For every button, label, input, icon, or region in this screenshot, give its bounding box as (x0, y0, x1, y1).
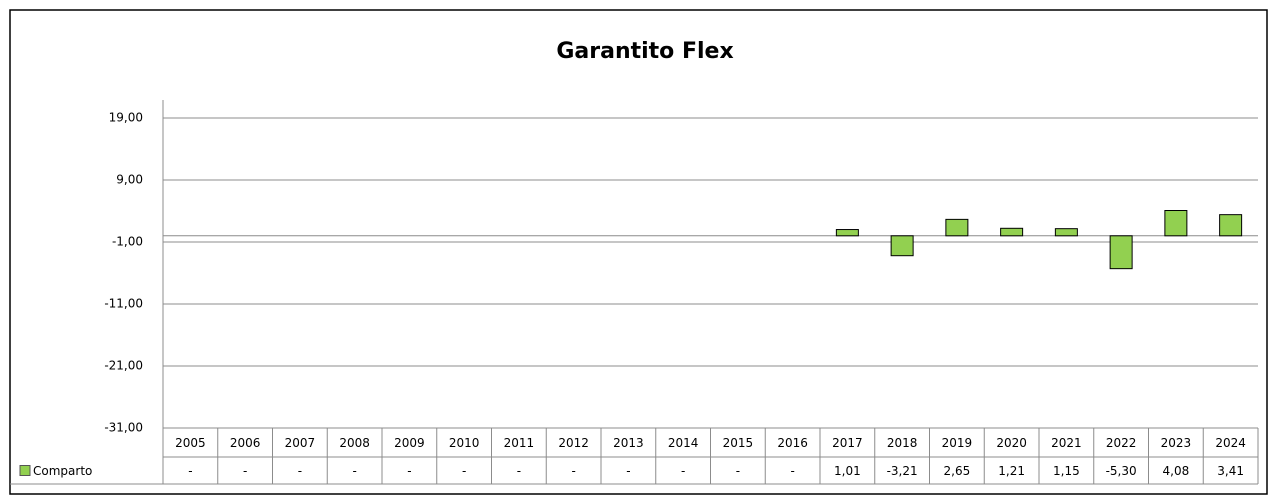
data-label: - (790, 464, 794, 478)
chart-title: Garantito Flex (556, 39, 733, 64)
x-tick-label: 2006 (230, 436, 261, 450)
x-tick-label: 2019 (942, 436, 973, 450)
x-tick-label: 2021 (1051, 436, 1082, 450)
x-tick-label: 2016 (777, 436, 808, 450)
y-tick-label: -21,00 (104, 359, 143, 373)
y-tick-label: 19,00 (109, 111, 143, 125)
data-label: - (571, 464, 575, 478)
y-tick-label: -1,00 (112, 235, 143, 249)
x-tick-label: 2012 (558, 436, 589, 450)
x-tick-label: 2014 (668, 436, 699, 450)
data-label: - (517, 464, 521, 478)
bar (1054, 228, 1078, 237)
data-label: - (407, 464, 411, 478)
data-label: - (243, 464, 247, 478)
x-tick-label: 2009 (394, 436, 425, 450)
bar (1164, 210, 1188, 237)
x-tick-label: 2015 (723, 436, 754, 450)
x-tick-label: 2008 (339, 436, 370, 450)
data-label: 3,41 (1217, 464, 1244, 478)
x-tick-label: 2023 (1161, 436, 1192, 450)
bar (835, 229, 859, 237)
data-label: 1,21 (998, 464, 1025, 478)
x-tick-label: 2020 (996, 436, 1027, 450)
data-label: - (626, 464, 630, 478)
y-tick-label: -11,00 (104, 297, 143, 311)
bar (1000, 227, 1024, 237)
data-label: - (736, 464, 740, 478)
x-tick-label: 2011 (504, 436, 535, 450)
bar (1219, 214, 1243, 237)
data-label: 1,15 (1053, 464, 1080, 478)
bar (890, 235, 914, 257)
data-label: 1,01 (834, 464, 861, 478)
data-label: 4,08 (1163, 464, 1190, 478)
chart-frame (9, 9, 1268, 495)
x-tick-label: 2007 (285, 436, 316, 450)
data-label: - (462, 464, 466, 478)
data-label: - (298, 464, 302, 478)
x-tick-label: 2017 (832, 436, 863, 450)
x-tick-label: 2005 (175, 436, 206, 450)
legend-label: Comparto (33, 464, 92, 478)
data-label: - (681, 464, 685, 478)
data-label: - (188, 464, 192, 478)
x-tick-label: 2013 (613, 436, 644, 450)
y-tick-label: 9,00 (116, 173, 143, 187)
bar (1109, 235, 1133, 270)
x-tick-label: 2018 (887, 436, 918, 450)
data-label: 2,65 (944, 464, 971, 478)
x-tick-label: 2022 (1106, 436, 1137, 450)
x-tick-label: 2024 (1215, 436, 1246, 450)
data-label: - (352, 464, 356, 478)
data-label: -3,21 (887, 464, 918, 478)
data-label: -5,30 (1106, 464, 1137, 478)
legend-swatch (19, 465, 31, 476)
x-tick-label: 2010 (449, 436, 480, 450)
bar (945, 218, 969, 237)
y-tick-label: -31,00 (104, 421, 143, 435)
